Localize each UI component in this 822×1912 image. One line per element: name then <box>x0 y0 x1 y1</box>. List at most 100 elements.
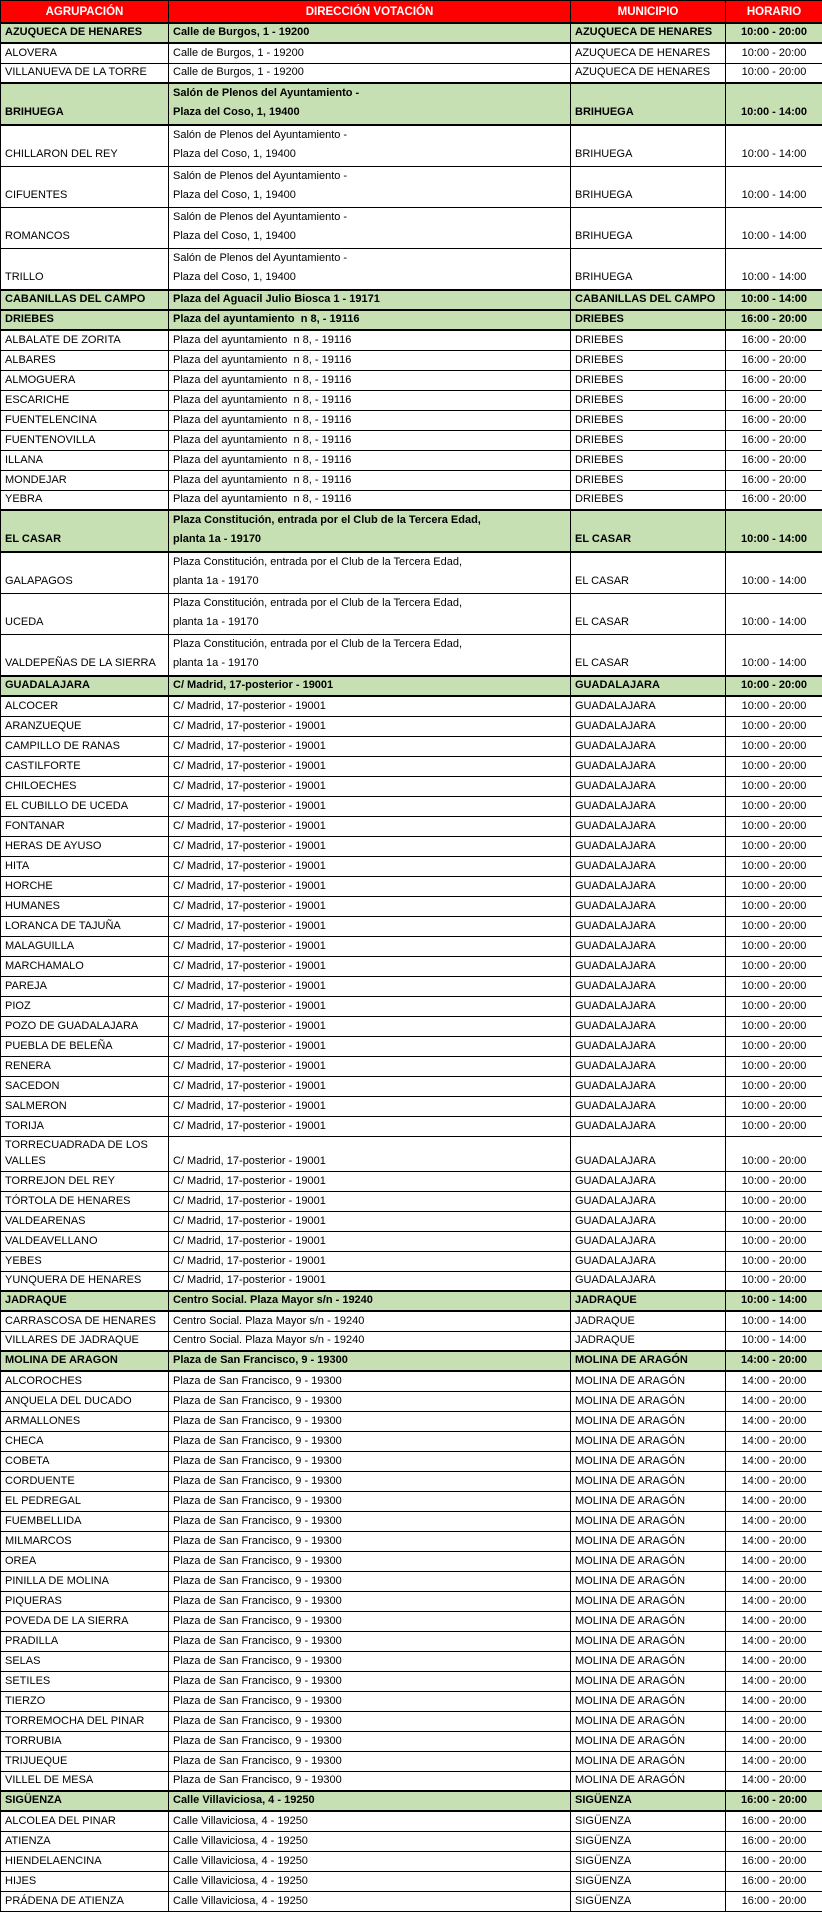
cell-direccion: Plaza de San Francisco, 9 - 19300 <box>169 1431 571 1451</box>
cell-agrupacion: ATIENZA <box>1 1831 169 1851</box>
cell-agrupacion: HORCHE <box>1 876 169 896</box>
cell-horario: 16:00 - 20:00 <box>726 1871 822 1891</box>
cell-direccion: Calle Villaviciosa, 4 - 19250 <box>169 1811 571 1831</box>
cell-agrupacion: ANQUELA DEL DUCADO <box>1 1391 169 1411</box>
cell-horario: 10:00 - 20:00 <box>726 1251 822 1271</box>
cell-horario: 14:00 - 20:00 <box>726 1551 822 1571</box>
cell-agrupacion: CARRASCOSA DE HENARES <box>1 1311 169 1331</box>
cell-direccion: C/ Madrid, 17-posterior - 19001 <box>169 756 571 776</box>
cell-horario: 14:00 - 20:00 <box>726 1751 822 1771</box>
cell-direccion: Plaza del ayuntamiento n 8, - 19116 <box>169 490 571 510</box>
cell-agrupacion: TORRECUADRADA DE LOS VALLES <box>1 1136 169 1171</box>
cell-direccion: Plaza de San Francisco, 9 - 19300 <box>169 1571 571 1591</box>
cell-municipio: DRIEBES <box>571 470 726 490</box>
cell-agrupacion: VILLEL DE MESA <box>1 1771 169 1791</box>
cell-direccion: Plaza de San Francisco, 9 - 19300 <box>169 1471 571 1491</box>
cell-municipio: EL CASAR <box>571 635 726 677</box>
cell-direccion: Plaza del ayuntamiento n 8, - 19116 <box>169 350 571 370</box>
cell-agrupacion: YUNQUERA DE HENARES <box>1 1271 169 1291</box>
cell-direccion: C/ Madrid, 17-posterior - 19001 <box>169 1231 571 1251</box>
cell-agrupacion: CIFUENTES <box>1 167 169 208</box>
cell-agrupacion: PIOZ <box>1 996 169 1016</box>
cell-municipio: MOLINA DE ARAGÓN <box>571 1551 726 1571</box>
cell-municipio: GUADALAJARA <box>571 716 726 736</box>
cell-municipio: MOLINA DE ARAGÓN <box>571 1611 726 1631</box>
cell-agrupacion: CHECA <box>1 1431 169 1451</box>
cell-direccion: Plaza de San Francisco, 9 - 19300 <box>169 1711 571 1731</box>
cell-agrupacion: EL PEDREGAL <box>1 1491 169 1511</box>
cell-municipio: AZUQUECA DE HENARES <box>571 23 726 43</box>
cell-agrupacion: CORDUENTE <box>1 1471 169 1491</box>
cell-municipio: GUADALAJARA <box>571 1096 726 1116</box>
cell-horario: 10:00 - 20:00 <box>726 43 822 63</box>
cell-municipio: DRIEBES <box>571 450 726 470</box>
cell-direccion: C/ Madrid, 17-posterior - 19001 <box>169 776 571 796</box>
cell-agrupacion: POZO DE GUADALAJARA <box>1 1016 169 1036</box>
cell-municipio: EL CASAR <box>571 510 726 552</box>
cell-agrupacion: EL CUBILLO DE UCEDA <box>1 796 169 816</box>
cell-municipio: GUADALAJARA <box>571 896 726 916</box>
cell-municipio: GUADALAJARA <box>571 1211 726 1231</box>
cell-municipio: GUADALAJARA <box>571 856 726 876</box>
cell-horario: 10:00 - 14:00 <box>726 510 822 552</box>
col-header-direccion-votacion: DIRECCIÓN VOTACIÓN <box>169 1 571 24</box>
cell-agrupacion: YEBRA <box>1 490 169 510</box>
cell-municipio: MOLINA DE ARAGÓN <box>571 1491 726 1511</box>
cell-municipio: MOLINA DE ARAGÓN <box>571 1731 726 1751</box>
cell-direccion: Plaza de San Francisco, 9 - 19300 <box>169 1491 571 1511</box>
cell-horario: 16:00 - 20:00 <box>726 1891 822 1911</box>
cell-horario: 10:00 - 14:00 <box>726 249 822 291</box>
cell-direccion: Plaza de San Francisco, 9 - 19300 <box>169 1611 571 1631</box>
cell-direccion: Plaza Constitución, entrada por el Club … <box>169 552 571 594</box>
cell-municipio: JADRAQUE <box>571 1291 726 1311</box>
cell-agrupacion: HUMANES <box>1 896 169 916</box>
cell-direccion: Plaza de San Francisco, 9 - 19300 <box>169 1731 571 1751</box>
cell-agrupacion: TIERZO <box>1 1691 169 1711</box>
cell-direccion: Plaza de San Francisco, 9 - 19300 <box>169 1511 571 1531</box>
cell-horario: 10:00 - 20:00 <box>726 1211 822 1231</box>
cell-direccion: C/ Madrid, 17-posterior - 19001 <box>169 936 571 956</box>
cell-direccion: C/ Madrid, 17-posterior - 19001 <box>169 876 571 896</box>
cell-horario: 10:00 - 14:00 <box>726 635 822 677</box>
cell-horario: 14:00 - 20:00 <box>726 1711 822 1731</box>
cell-horario: 14:00 - 20:00 <box>726 1431 822 1451</box>
cell-horario: 10:00 - 20:00 <box>726 1056 822 1076</box>
cell-agrupacion: CABANILLAS DEL CAMPO <box>1 290 169 310</box>
cell-municipio: SIGÜENZA <box>571 1791 726 1811</box>
cell-horario: 10:00 - 20:00 <box>726 936 822 956</box>
cell-agrupacion: GUADALAJARA <box>1 676 169 696</box>
cell-agrupacion: HIJES <box>1 1871 169 1891</box>
cell-agrupacion: COBETA <box>1 1451 169 1471</box>
cell-direccion: Plaza del ayuntamiento n 8, - 19116 <box>169 430 571 450</box>
cell-direccion: C/ Madrid, 17-posterior - 19001 <box>169 896 571 916</box>
cell-direccion: C/ Madrid, 17-posterior - 19001 <box>169 956 571 976</box>
cell-municipio: BRIHUEGA <box>571 125 726 167</box>
cell-agrupacion: FONTANAR <box>1 816 169 836</box>
cell-direccion: C/ Madrid, 17-posterior - 19001 <box>169 916 571 936</box>
cell-horario: 10:00 - 14:00 <box>726 1291 822 1311</box>
cell-municipio: GUADALAJARA <box>571 996 726 1016</box>
cell-agrupacion: MONDEJAR <box>1 470 169 490</box>
cell-municipio: EL CASAR <box>571 594 726 635</box>
cell-direccion: Plaza de San Francisco, 9 - 19300 <box>169 1411 571 1431</box>
cell-direccion: C/ Madrid, 17-posterior - 19001 <box>169 696 571 716</box>
